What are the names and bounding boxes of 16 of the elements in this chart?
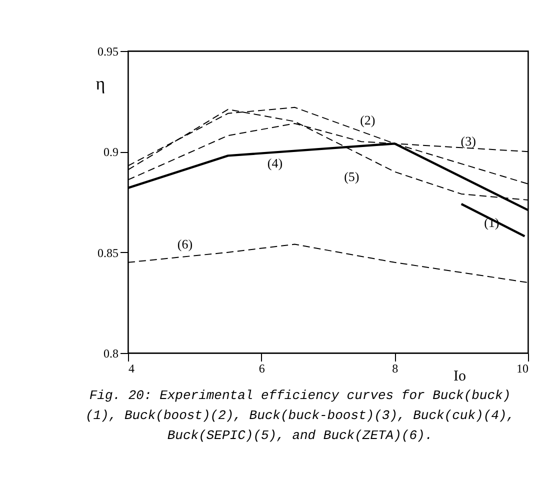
series-label: (6): [177, 236, 193, 252]
y-tick-label: 0.85: [98, 246, 118, 260]
caption: Fig. 20: Experimental efficiency curves for Buck(buck)(1), Buck(boost)(2), Buck(buck-boost)(3), Buck(cuk)(4), Buck(SEPIC)(5), and Buck(ZETA)(6).: [84, 387, 516, 445]
x-tick-label: 8: [392, 362, 398, 376]
y-axis-title: η: [96, 74, 106, 94]
x-tick-label: 4: [128, 362, 134, 376]
y-tick-label: 0.9: [104, 145, 118, 160]
series-label: (4): [267, 156, 283, 171]
y-tick-label: 0.95: [98, 44, 118, 58]
x-tick-label: 10: [516, 362, 528, 376]
series-label: (3): [460, 134, 476, 149]
x-axis-title: Io: [454, 368, 466, 384]
series-label: (2): [360, 112, 376, 128]
series-label: (5): [344, 168, 360, 184]
y-tick-label: 0.8: [104, 346, 118, 360]
x-tick-label: 6: [258, 362, 265, 376]
